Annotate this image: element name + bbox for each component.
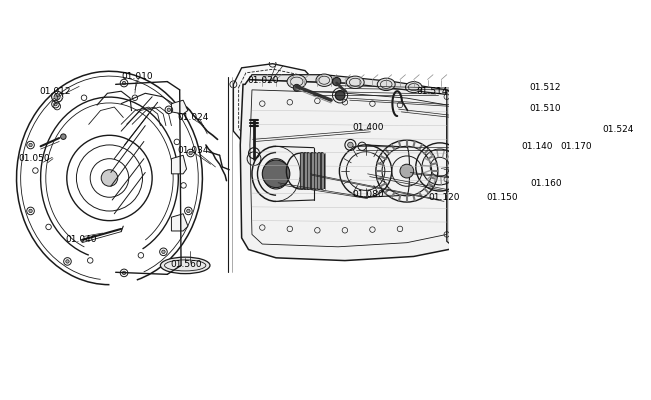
Text: 01.040: 01.040 — [65, 235, 97, 244]
Text: 01.012: 01.012 — [39, 87, 71, 96]
Text: 01.020: 01.020 — [247, 76, 279, 85]
Text: 01.140: 01.140 — [521, 142, 553, 151]
Polygon shape — [233, 64, 323, 156]
Text: 01.080: 01.080 — [352, 190, 384, 199]
Text: 01.510: 01.510 — [529, 104, 561, 113]
Text: 01.514: 01.514 — [417, 87, 448, 96]
Circle shape — [101, 170, 118, 186]
FancyBboxPatch shape — [301, 153, 324, 189]
Circle shape — [66, 260, 69, 263]
Polygon shape — [447, 90, 455, 248]
Text: 01.512: 01.512 — [529, 83, 561, 92]
Circle shape — [29, 143, 33, 147]
Circle shape — [262, 160, 290, 188]
Circle shape — [189, 151, 192, 155]
Text: 01.050: 01.050 — [18, 154, 49, 163]
Circle shape — [122, 81, 126, 85]
Circle shape — [54, 102, 57, 106]
Text: 01.400: 01.400 — [352, 123, 384, 132]
Text: 01.150: 01.150 — [487, 193, 518, 202]
Polygon shape — [171, 100, 188, 114]
Polygon shape — [240, 80, 458, 260]
Text: 01.170: 01.170 — [561, 142, 592, 151]
Circle shape — [400, 164, 414, 178]
Circle shape — [293, 84, 300, 91]
Text: 01.034: 01.034 — [177, 146, 208, 155]
Text: 01.160: 01.160 — [531, 179, 562, 188]
Circle shape — [61, 134, 66, 140]
Ellipse shape — [316, 74, 333, 86]
Circle shape — [29, 209, 33, 213]
Ellipse shape — [406, 82, 422, 93]
Polygon shape — [171, 214, 188, 231]
Circle shape — [335, 90, 345, 100]
Text: 01.524: 01.524 — [602, 125, 633, 134]
Text: 01.010: 01.010 — [121, 72, 153, 80]
Polygon shape — [171, 155, 187, 174]
Circle shape — [333, 78, 340, 86]
Ellipse shape — [287, 75, 307, 88]
Circle shape — [187, 209, 190, 213]
Ellipse shape — [377, 78, 395, 90]
Polygon shape — [249, 75, 455, 95]
Text: 01.024: 01.024 — [177, 113, 208, 122]
Ellipse shape — [346, 76, 364, 88]
Circle shape — [167, 108, 171, 112]
Circle shape — [122, 271, 126, 275]
Circle shape — [348, 142, 353, 148]
Text: 01.560: 01.560 — [170, 260, 202, 269]
Circle shape — [54, 94, 61, 100]
Text: 01.120: 01.120 — [428, 193, 460, 202]
Ellipse shape — [160, 257, 210, 274]
Circle shape — [161, 250, 165, 254]
